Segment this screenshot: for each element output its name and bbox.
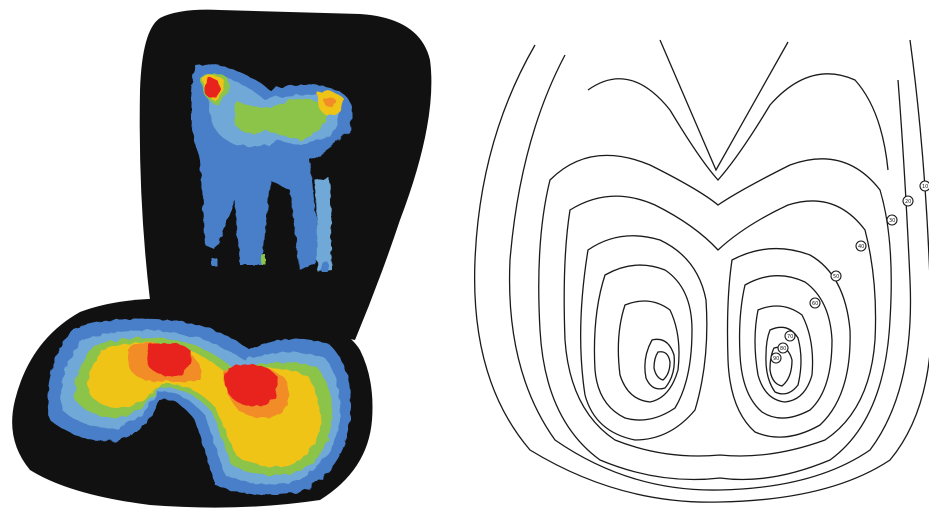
seat-pressure-map-graphic bbox=[12, 9, 432, 508]
contour-label: 60 bbox=[809, 297, 821, 309]
contour-label-text: 20 bbox=[905, 199, 911, 205]
contour-labels: 10 20 30 40 50 60 bbox=[770, 180, 929, 364]
contour-line bbox=[580, 235, 708, 441]
contour-label-text: 80 bbox=[780, 346, 786, 352]
contour-label-text: 60 bbox=[812, 301, 818, 307]
contour-line bbox=[538, 154, 892, 481]
contour-line bbox=[769, 346, 793, 387]
contour-label-text: 90 bbox=[773, 356, 779, 362]
contour-line bbox=[473, 39, 929, 503]
contour-label: 50 bbox=[830, 270, 842, 282]
contour-label: 10 bbox=[919, 180, 929, 192]
contour-lines bbox=[473, 39, 929, 503]
contour-line bbox=[726, 247, 851, 438]
contour-label-text: 50 bbox=[833, 274, 839, 280]
contour-label: 30 bbox=[886, 214, 898, 226]
contour-label-text: 30 bbox=[889, 218, 895, 224]
contour-line bbox=[508, 54, 912, 491]
contour-line bbox=[617, 300, 680, 403]
contour-line bbox=[644, 338, 675, 390]
contour-label-text: 70 bbox=[787, 334, 793, 340]
contour-label-text: 10 bbox=[922, 184, 928, 190]
pressure-contour-plot: 10 20 30 40 50 60 bbox=[470, 0, 929, 513]
seat-pressure-map bbox=[0, 0, 450, 513]
contour-line bbox=[659, 39, 789, 172]
backrest-heatmap bbox=[191, 64, 353, 272]
contour-label: 40 bbox=[855, 240, 867, 252]
contour-line bbox=[653, 351, 671, 381]
contour-plot-graphic: 10 20 30 40 50 60 bbox=[473, 39, 929, 503]
contour-line bbox=[587, 73, 889, 181]
contour-label: 20 bbox=[902, 195, 914, 207]
contour-line bbox=[754, 305, 814, 403]
contour-line bbox=[593, 264, 693, 421]
contour-label: 80 bbox=[777, 342, 789, 354]
contour-label: 70 bbox=[784, 330, 796, 342]
contour-line bbox=[738, 275, 833, 419]
contour-line bbox=[765, 326, 802, 395]
contour-label: 90 bbox=[770, 352, 782, 364]
seat-heatmap bbox=[47, 318, 351, 495]
contour-label-text: 40 bbox=[858, 244, 864, 250]
contour-line bbox=[563, 195, 877, 457]
